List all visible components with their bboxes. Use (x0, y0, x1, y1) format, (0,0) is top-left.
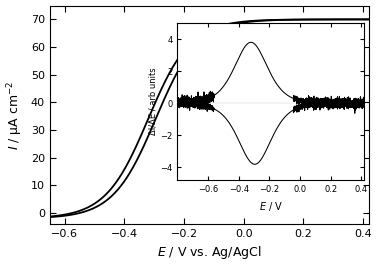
X-axis label: $E$ / V vs. Ag/AgCl: $E$ / V vs. Ag/AgCl (157, 245, 262, 261)
Y-axis label: $I$ / μA cm$^{-2}$: $I$ / μA cm$^{-2}$ (6, 80, 25, 150)
